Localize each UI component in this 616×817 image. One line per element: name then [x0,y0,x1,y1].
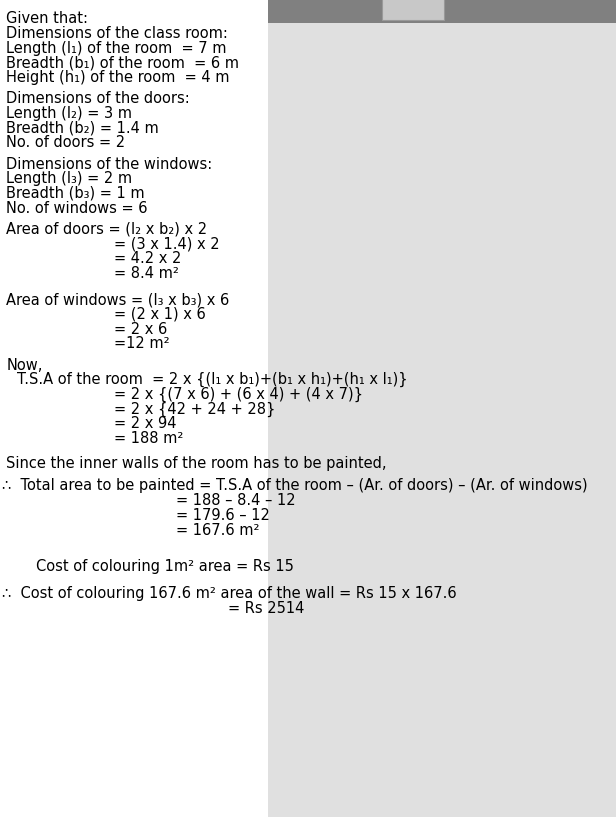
Text: Breadth (b₂) = 1.4 m: Breadth (b₂) = 1.4 m [6,121,159,136]
Text: Breadth (b₃) = 1 m: Breadth (b₃) = 1 m [6,186,145,201]
Bar [0,0,268,23]
Text: = 2 x 94: = 2 x 94 [114,417,176,431]
Text: = 8.4 m²: = 8.4 m² [114,266,179,281]
Text: Area of doors = (l₂ x b₂) x 2: Area of doors = (l₂ x b₂) x 2 [6,222,208,237]
Text: = Rs 2514: = Rs 2514 [228,601,304,616]
Text: = 2 x {42 + 24 + 28}: = 2 x {42 + 24 + 28} [114,401,275,417]
Text: Given that:: Given that: [6,11,88,26]
Bar [268,0,616,23]
Text: ∴  Total area to be painted = T.S.A of the room – (Ar. of doors) – (Ar. of windo: ∴ Total area to be painted = T.S.A of th… [2,479,588,493]
Text: = 4.2 x 2: = 4.2 x 2 [114,252,181,266]
Text: Dimensions of the windows:: Dimensions of the windows: [6,157,213,172]
Text: No. of windows = 6: No. of windows = 6 [6,201,148,216]
Text: ∴  Cost of colouring 167.6 m² area of the wall = Rs 15 x 167.6: ∴ Cost of colouring 167.6 m² area of the… [2,587,456,601]
Text: = 2 x {(7 x 6) + (6 x 4) + (4 x 7)}: = 2 x {(7 x 6) + (6 x 4) + (4 x 7)} [114,386,363,402]
Text: = 167.6 m²: = 167.6 m² [176,523,259,538]
Text: Dimensions of the class room:: Dimensions of the class room: [6,26,228,41]
Text: =12 m²: =12 m² [114,337,169,351]
Text: Breadth (b₁) of the room  = 6 m: Breadth (b₁) of the room = 6 m [6,56,239,70]
Bar [382,0,444,20]
Text: = (2 x 1) x 6: = (2 x 1) x 6 [114,307,206,322]
Text: Dimensions of the doors:: Dimensions of the doors: [6,92,190,106]
Text: Height (h₁) of the room  = 4 m: Height (h₁) of the room = 4 m [6,70,230,85]
Text: Area of windows = (l₃ x b₃) x 6: Area of windows = (l₃ x b₃) x 6 [6,292,229,307]
Text: No. of doors = 2: No. of doors = 2 [6,136,125,150]
Text: Length (l₁) of the room  = 7 m: Length (l₁) of the room = 7 m [6,41,227,56]
Text: = 179.6 – 12: = 179.6 – 12 [176,508,269,523]
Text: Cost of colouring 1m² area = Rs 15: Cost of colouring 1m² area = Rs 15 [36,559,294,574]
Text: Since the inner walls of the room has to be painted,: Since the inner walls of the room has to… [6,456,387,471]
Bar [268,0,616,817]
Text: T.S.A of the room  = 2 x {(l₁ x b₁)+(b₁ x h₁)+(h₁ x l₁)}: T.S.A of the room = 2 x {(l₁ x b₁)+(b₁ x… [17,372,408,387]
Bar [0,0,268,817]
Text: Length (l₃) = 2 m: Length (l₃) = 2 m [6,172,132,186]
Text: = 2 x 6: = 2 x 6 [114,322,167,337]
Text: Length (l₂) = 3 m: Length (l₂) = 3 m [6,106,132,121]
Text: = 188 – 8.4 – 12: = 188 – 8.4 – 12 [176,493,295,508]
Text: Now,: Now, [6,358,43,373]
Text: = (3 x 1.4) x 2: = (3 x 1.4) x 2 [114,237,219,252]
Text: = 188 m²: = 188 m² [114,431,184,446]
